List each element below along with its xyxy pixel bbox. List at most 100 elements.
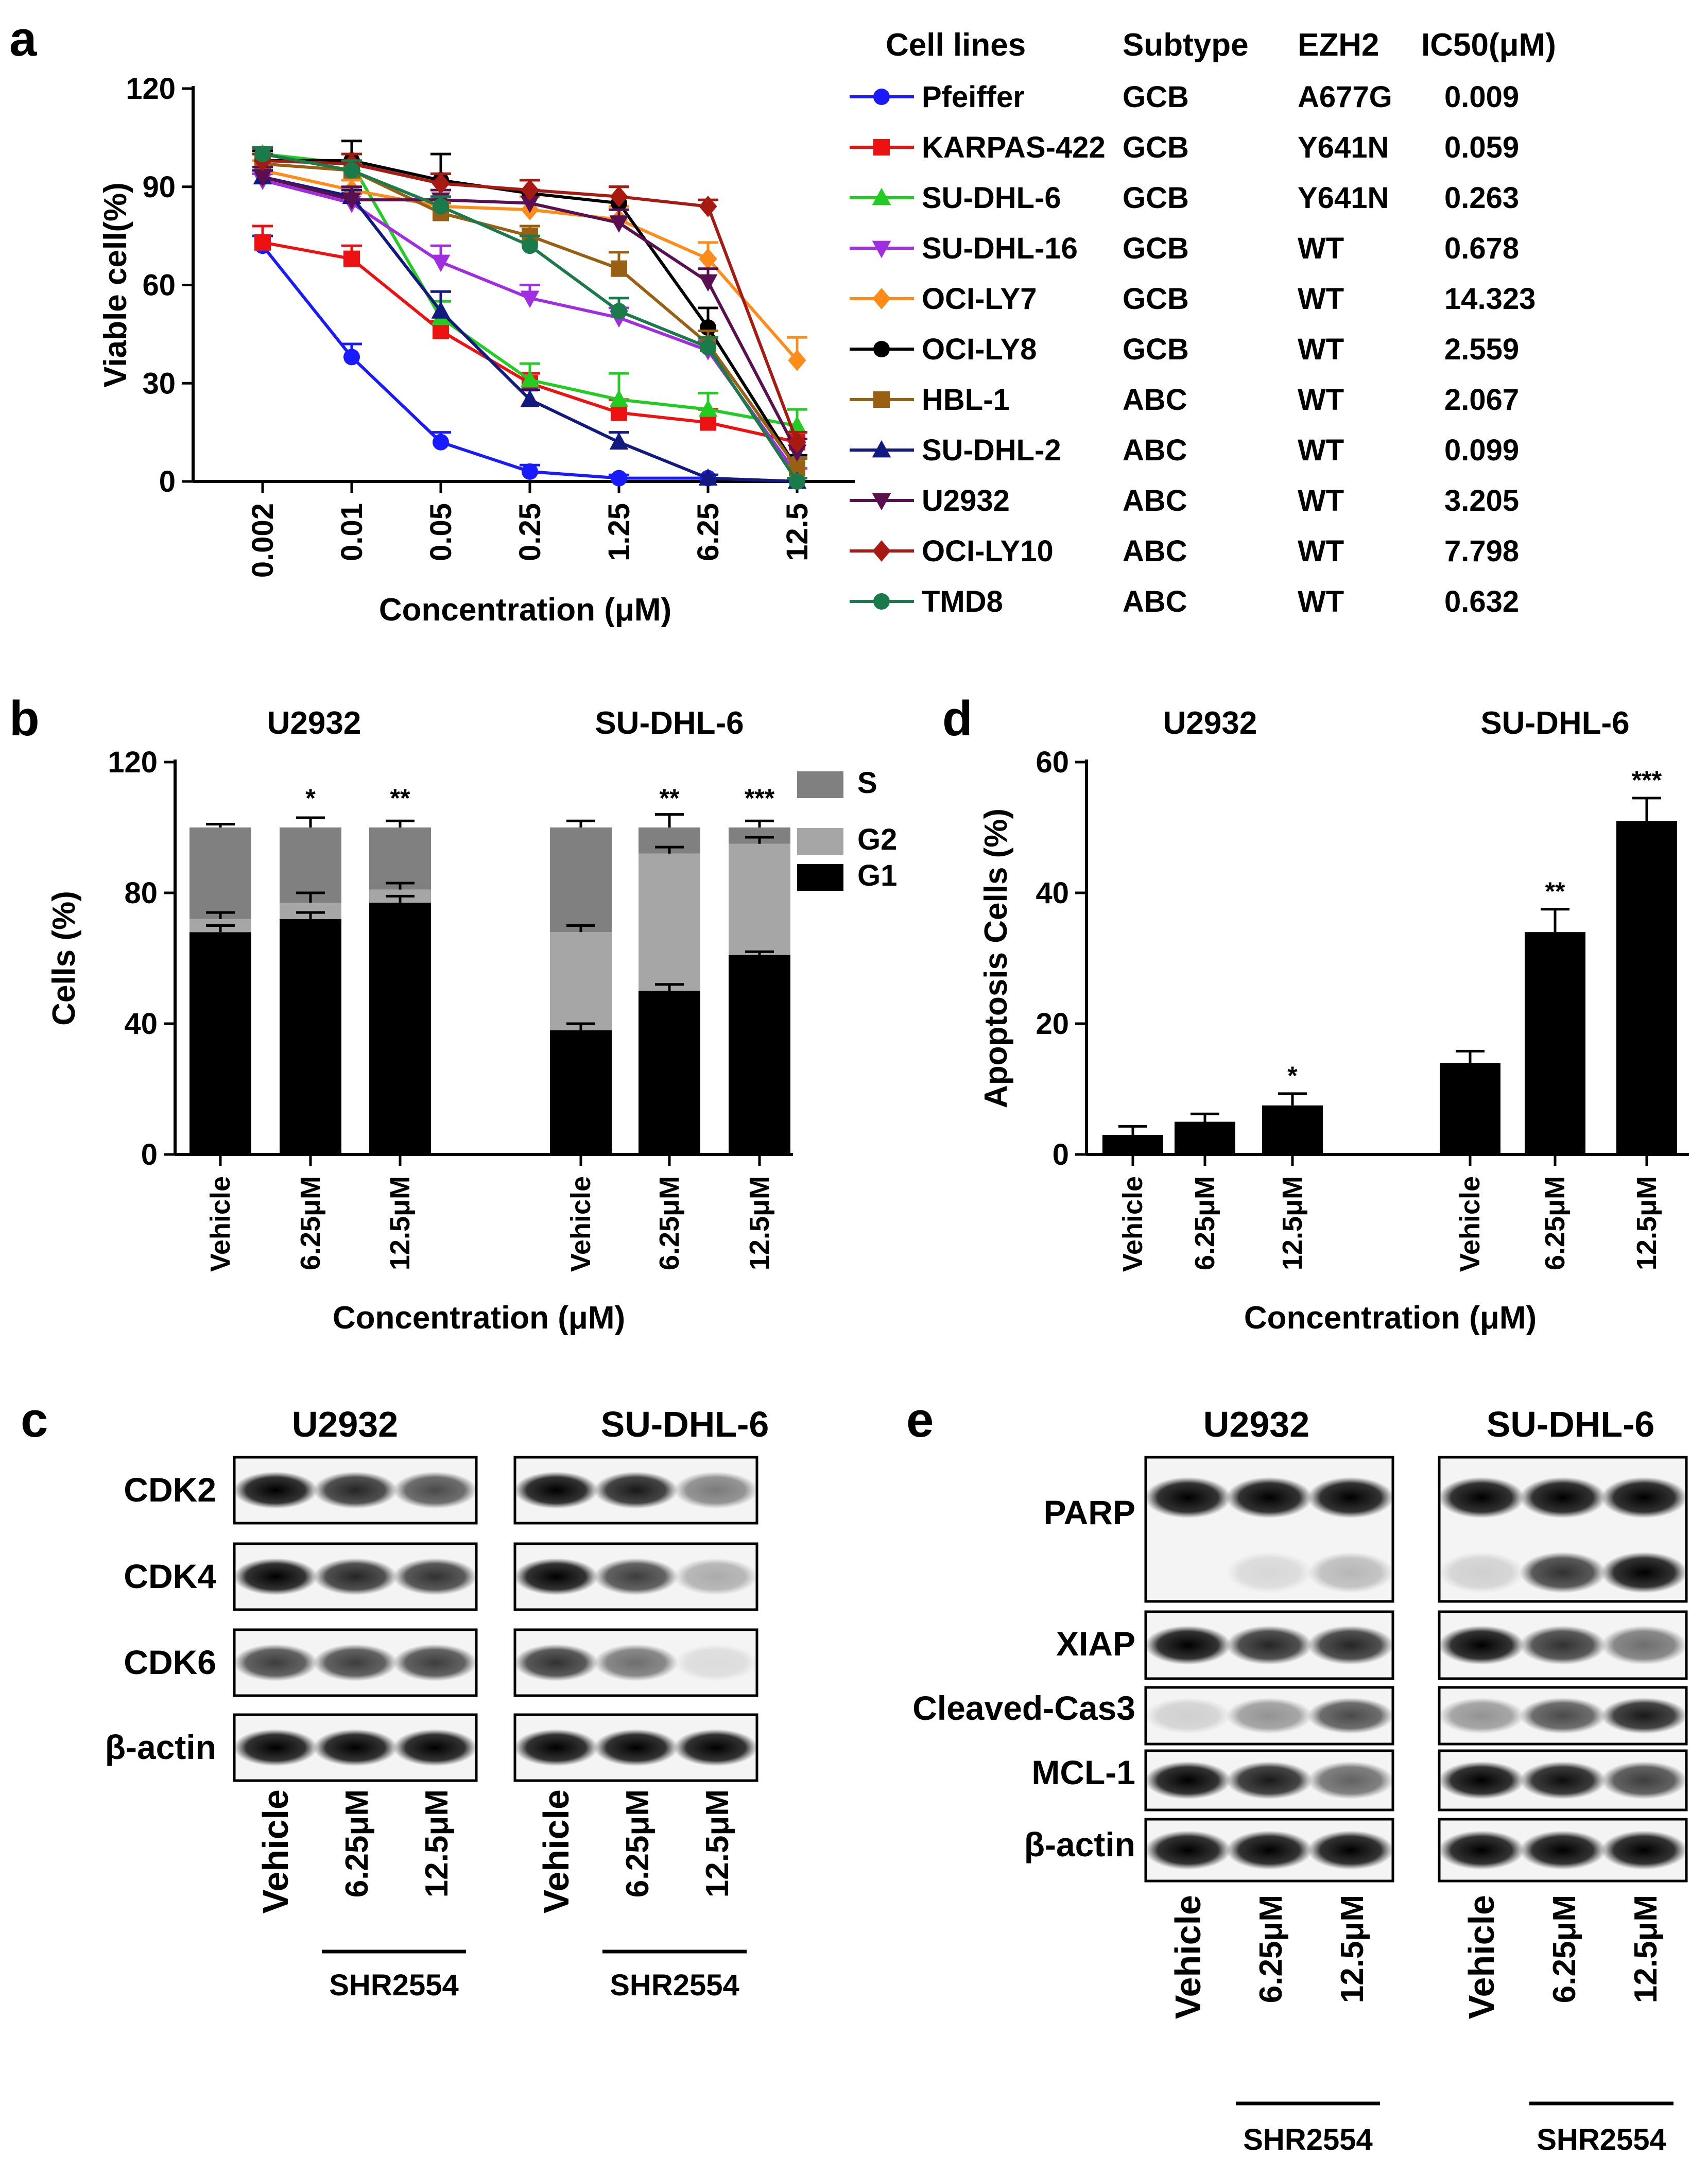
band: [1226, 1626, 1313, 1665]
legend-ezh2: Y641N: [1298, 181, 1389, 215]
y-tick-label: 30: [142, 367, 176, 400]
data-point: [253, 169, 272, 187]
legend-ic50: 0.678: [1444, 232, 1519, 265]
group-title: U2932: [1203, 1404, 1309, 1444]
band: [1226, 1477, 1313, 1519]
band: [313, 1558, 398, 1595]
band: [1145, 1477, 1231, 1519]
legend-ezh2: WT: [1298, 333, 1344, 366]
band: [1520, 1697, 1606, 1734]
x-tick-label: 12.5μM: [1277, 1176, 1308, 1270]
legend-row: TMD8 ABC WT 0.632: [850, 585, 1519, 618]
legend-marker: [872, 540, 891, 562]
lane-label: Vehicle: [1461, 1895, 1502, 2019]
data-point: [609, 215, 629, 233]
band: [1438, 1761, 1525, 1800]
band: [1307, 1831, 1394, 1870]
panel-a: a 0 30 60 90 120 0.002 0.01 0.05 0.25 1.25 6.25 12.5…: [9, 11, 1556, 628]
data-point: [698, 274, 718, 292]
legend-ezh2: A677G: [1298, 80, 1392, 114]
band: [1438, 1697, 1525, 1734]
legend-row: Pfeiffer GCB A677G 0.009: [850, 80, 1519, 114]
stacked-bar: [729, 819, 790, 1154]
blot-strip: [233, 1542, 478, 1611]
stacked-bar: [280, 816, 341, 1154]
band: [393, 1558, 477, 1595]
band: [1520, 1761, 1606, 1800]
legend-subtype: GCB: [1123, 232, 1189, 265]
panel-letter-b: b: [9, 691, 40, 746]
x-tick-label: Vehicle: [205, 1176, 236, 1272]
data-point: [342, 192, 361, 210]
band: [594, 1729, 678, 1766]
data-point: [788, 431, 806, 453]
bar-segment-G1: [189, 932, 251, 1154]
data-point: [700, 414, 716, 431]
legend-row: SU-DHL-6 GCB Y641N 0.263: [850, 181, 1519, 215]
row-label: β-actin: [105, 1728, 216, 1766]
stacked-bar: [189, 823, 251, 1154]
lane-label: 12.5μM: [1628, 1895, 1664, 2003]
band: [674, 1644, 758, 1681]
legend-marker: [872, 440, 891, 458]
data-point: [699, 248, 717, 270]
panel-letter-d: d: [942, 691, 973, 746]
blot-strip: [513, 1456, 758, 1525]
stacked-bar: [639, 813, 700, 1154]
legend-row: KARPAS-422 GCB Y641N 0.059: [850, 131, 1519, 164]
legend-subtype: ABC: [1123, 383, 1187, 417]
legend-subtype: GCB: [1123, 131, 1189, 164]
band: [1520, 1477, 1606, 1519]
legend-cell-line: HBL-1: [922, 383, 1010, 417]
data-point: [521, 179, 539, 201]
x-tick-label: 0.05: [424, 503, 458, 561]
lane-label: 6.25μM: [1547, 1895, 1582, 2003]
blot-strip: [513, 1542, 758, 1611]
band: [233, 1729, 318, 1766]
band: [233, 1558, 318, 1595]
data-point: [343, 162, 360, 179]
series-U2932: [252, 166, 807, 462]
x-tick-label: 12.5μM: [1631, 1176, 1662, 1270]
legend-marker: [872, 288, 891, 309]
legend-row: OCI-LY7 GCB WT 14.323: [850, 282, 1536, 316]
legend-marker: [873, 139, 890, 156]
blot-strip: [1438, 1610, 1688, 1680]
group-title: SU-DHL-6: [1480, 705, 1629, 741]
blot-strip: [233, 1628, 478, 1697]
x-tick-label: 0.01: [335, 503, 369, 561]
legend-swatch-S: [797, 771, 843, 798]
bar-segment-G1: [729, 955, 790, 1154]
band: [1601, 1761, 1687, 1800]
band: [1601, 1477, 1687, 1519]
legend-ezh2: WT: [1298, 232, 1344, 265]
x-axis-label: Concentration (μM): [379, 592, 671, 628]
data-point: [522, 237, 538, 254]
legend-row: SU-DHL-2 ABC WT 0.099: [850, 434, 1519, 467]
band: [1438, 1477, 1525, 1519]
bar-segment-G2: [639, 853, 700, 991]
legend-ezh2: WT: [1298, 484, 1344, 517]
x-tick-label: 6.25μM: [295, 1176, 326, 1270]
x-axis-label: Concentration (μM): [333, 1300, 625, 1336]
x-tick-label: 12.5: [781, 503, 814, 561]
legend-cell-line: SU-DHL-2: [922, 434, 1061, 467]
legend-ic50: 2.067: [1444, 383, 1519, 417]
blot-strip: [1144, 1686, 1394, 1746]
legend-marker: [873, 341, 890, 357]
data-point: [522, 463, 538, 480]
data-point: [789, 473, 805, 490]
legend-row: SU-DHL-16 GCB WT 0.678: [850, 232, 1519, 265]
band: [233, 1472, 318, 1509]
data-point: [432, 172, 450, 195]
data-point: [343, 250, 360, 267]
band: [1438, 1552, 1525, 1593]
legend-cell-line: SU-DHL-6: [922, 181, 1061, 215]
significance-marker: *: [1287, 1061, 1298, 1090]
legend-subtype: GCB: [1123, 181, 1189, 215]
bar-segment-G1: [280, 919, 341, 1154]
legend-ezh2: WT: [1298, 383, 1344, 417]
blot-strip: [1144, 1749, 1394, 1811]
blot-strip: [513, 1628, 758, 1697]
significance-marker: **: [1545, 877, 1565, 906]
